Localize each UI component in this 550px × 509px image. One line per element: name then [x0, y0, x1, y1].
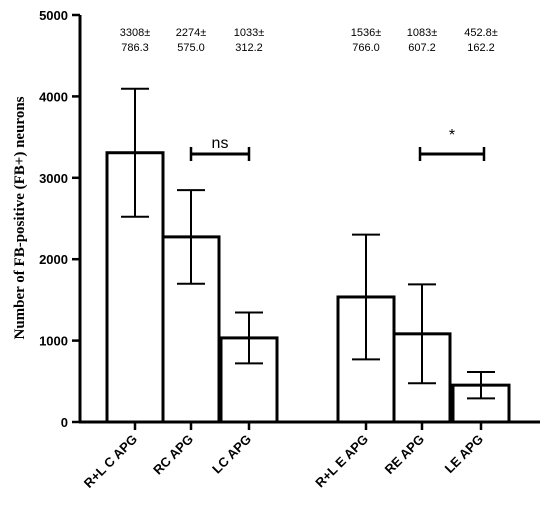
significance-brackets: ns * — [189, 127, 486, 161]
x-tick-label: LE APG — [442, 432, 486, 476]
y-tick-label: 1000 — [39, 334, 68, 349]
y-tick-label: 2000 — [39, 252, 68, 267]
y-tick-label: 5000 — [39, 8, 68, 23]
sd-label: 312.2 — [235, 42, 263, 54]
mean-label: 1033± — [234, 27, 265, 39]
x-tick-label: RC APG — [150, 432, 196, 478]
x-tick-label: R+L C APG — [81, 432, 140, 491]
y-axis-label: Number of FB-positive (FB+) neurons — [12, 96, 28, 339]
y-tick-label: 0 — [61, 415, 68, 430]
x-tick-label: LC APG — [209, 432, 254, 477]
x-tick-label: RE APG — [382, 432, 428, 478]
sd-label: 766.0 — [352, 42, 380, 54]
mean-label: 1083± — [407, 27, 438, 39]
sd-label: 607.2 — [408, 42, 436, 54]
x-axis: R+L C APG RC APG LC APG R+L E APG RE APG LE A… — [79, 420, 540, 491]
bars — [105, 151, 511, 424]
mean-label: 2274± — [176, 27, 207, 39]
mean-label: 452.8± — [464, 27, 498, 39]
significance-label: * — [449, 127, 455, 144]
mean-label: 3308± — [120, 27, 151, 39]
y-tick-label: 3000 — [39, 171, 68, 186]
error-bars — [121, 87, 495, 400]
sd-label: 575.0 — [177, 42, 205, 54]
significance-label: ns — [212, 135, 229, 152]
mean-label: 1536± — [351, 27, 382, 39]
y-tick-label: 4000 — [39, 89, 68, 104]
value-annotations: 3308± 786.3 2274± 575.0 1033± 312.2 1536± 766.0… — [120, 27, 498, 54]
sd-label: 786.3 — [121, 42, 149, 54]
y-axis: 0 1000 2000 3000 4000 5000 — [39, 8, 82, 430]
sd-label: 162.2 — [467, 42, 495, 54]
bar — [219, 336, 279, 424]
x-tick-label: R+L E APG — [312, 432, 371, 491]
